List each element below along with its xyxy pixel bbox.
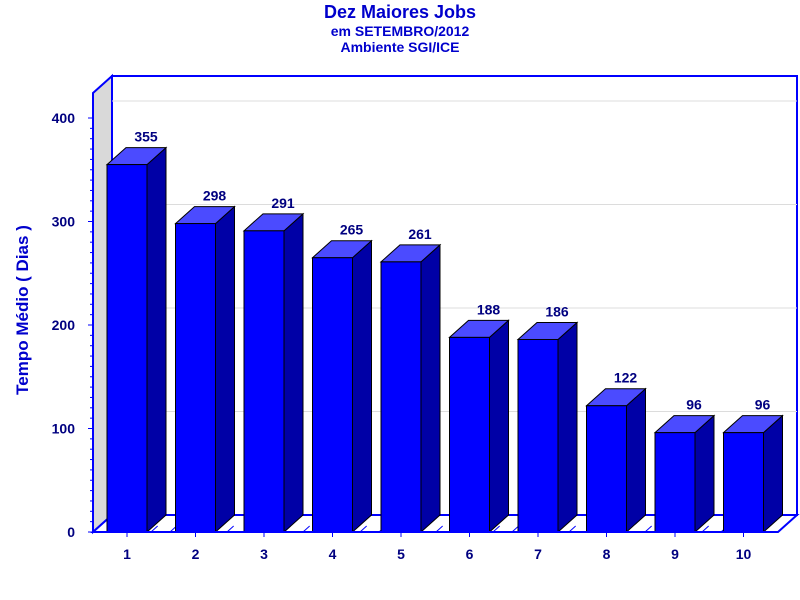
data-label: 96 (755, 397, 771, 413)
x-tick-label: 1 (123, 546, 131, 562)
x-tick-label: 7 (534, 546, 542, 562)
bar-side (557, 321, 578, 534)
bar-front (380, 261, 422, 533)
x-tick-label: 10 (736, 546, 752, 562)
bar-side (146, 146, 167, 534)
bar-front (175, 223, 216, 533)
y-axis: 0 100 200 300 400 (52, 93, 94, 540)
data-label: 291 (271, 195, 295, 211)
bar-front (723, 432, 764, 533)
x-tick-label: 5 (397, 546, 405, 562)
data-label: 122 (614, 370, 638, 386)
bar-side (283, 212, 304, 534)
x-tick-label: 3 (260, 546, 268, 562)
bar-side (489, 319, 509, 534)
bar (174, 205, 236, 534)
y-axis-label: Tempo Médio ( Dias ) (13, 225, 32, 395)
bar (516, 321, 579, 534)
chart-title: Dez Maiores Jobs (323, 2, 477, 22)
data-label: 96 (686, 397, 702, 413)
bar (448, 319, 510, 534)
bar-front (106, 164, 148, 533)
y-tick-label: 300 (52, 214, 76, 230)
bar-front (654, 432, 696, 533)
bar-front (586, 405, 627, 533)
bar-side (215, 205, 235, 534)
bar (311, 239, 373, 534)
value-labels: 355 298 291 265 261 188 186 122 96 96 (134, 129, 770, 413)
data-label: 186 (545, 303, 569, 319)
data-label: 188 (477, 301, 501, 317)
bar-side (763, 414, 783, 534)
bar (105, 146, 168, 534)
x-axis: 1 2 3 4 5 6 7 8 9 10 (93, 531, 778, 562)
y-tick-label: 0 (67, 524, 75, 540)
x-tick-label: 2 (192, 546, 200, 562)
bar (585, 387, 647, 534)
bar-front (312, 257, 353, 533)
y-tick-label: 400 (52, 110, 76, 126)
bar (722, 414, 784, 534)
bars (105, 146, 784, 534)
bar-front (449, 336, 490, 533)
bar (242, 212, 305, 534)
data-label: 355 (134, 129, 158, 145)
bar-side (694, 414, 715, 534)
x-tick-label: 4 (329, 546, 337, 562)
bar-front (243, 230, 285, 533)
chart-subtitle-line2: Ambiente SGI/ICE (340, 39, 460, 55)
y-tick-label: 100 (52, 421, 76, 437)
bar-side (626, 387, 646, 534)
data-label: 261 (408, 226, 432, 242)
bar-front (517, 338, 559, 533)
bar (379, 243, 442, 534)
y-tick-label: 200 (52, 317, 76, 333)
bar-side (352, 239, 372, 534)
bar-side (420, 243, 441, 534)
bar (653, 414, 716, 534)
x-tick-label: 8 (603, 546, 611, 562)
x-tick-label: 6 (466, 546, 474, 562)
data-label: 298 (203, 188, 227, 204)
x-tick-label: 9 (671, 546, 679, 562)
data-label: 265 (340, 222, 364, 238)
chart-subtitle-line1: em SETEMBRO/2012 (330, 23, 470, 39)
